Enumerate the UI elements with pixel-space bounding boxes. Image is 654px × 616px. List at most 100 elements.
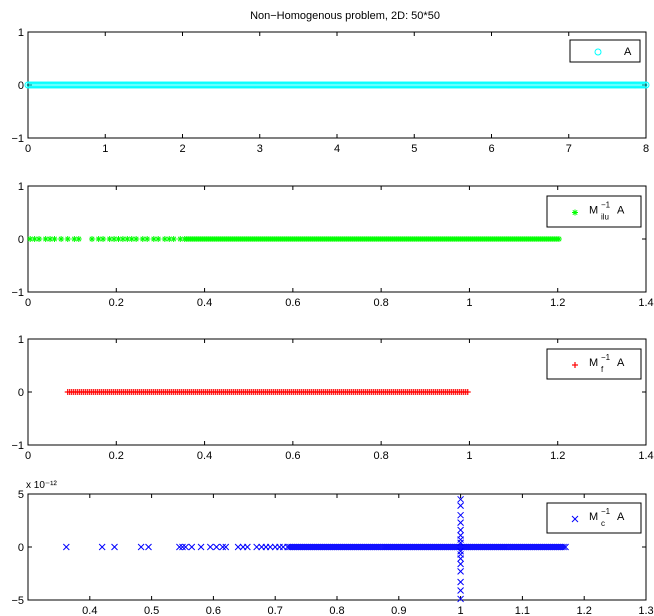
legend-label-subscript: c — [601, 519, 605, 528]
x-tick-label: 0.8 — [373, 450, 388, 462]
legend-box — [546, 502, 642, 534]
y-tick-label: 5 — [18, 489, 24, 501]
x-tick-label: 3 — [257, 143, 263, 155]
data-point — [144, 236, 151, 242]
legend-label-suffix: A — [617, 357, 625, 369]
x-tick-label: 1 — [466, 297, 472, 309]
legend-label-subscript: ilu — [601, 213, 609, 222]
data-series-dense — [24, 81, 650, 89]
x-tick-label: 0.6 — [206, 605, 221, 616]
x-tick-label: 1.4 — [638, 450, 653, 462]
x-tick-label: 0.7 — [268, 605, 283, 616]
data-point — [560, 543, 567, 551]
data-point — [555, 236, 562, 242]
x-tick-label: 2 — [179, 143, 185, 155]
y-tick-label: −1 — [11, 287, 24, 299]
x-tick-label: 0.4 — [197, 450, 212, 462]
data-point — [188, 543, 196, 551]
data-point — [457, 526, 464, 534]
data-point — [51, 236, 58, 242]
figure-title: Non−Homogenous problem, 2D: 50*50 — [250, 10, 440, 22]
y-tick-label: 1 — [18, 334, 24, 346]
data-point — [75, 236, 82, 242]
data-point — [222, 543, 230, 551]
legend-marker — [571, 515, 579, 523]
x-tick-label: 4 — [334, 143, 340, 155]
x-tick-label: 0.9 — [391, 605, 406, 616]
data-point — [457, 539, 464, 547]
data-point — [206, 543, 214, 551]
y-axis-multiplier: x 10⁻¹² — [26, 480, 58, 491]
x-tick-label: 1.2 — [550, 450, 565, 462]
x-tick-label: 0.2 — [109, 450, 124, 462]
data-point — [638, 81, 646, 89]
legend-label-superscript: −1 — [601, 353, 611, 362]
data-point — [457, 495, 464, 503]
data-point — [128, 236, 135, 242]
x-tick-label: 1 — [102, 143, 108, 155]
x-tick-label: 1.1 — [515, 605, 530, 616]
data-point — [266, 543, 274, 551]
data-point — [179, 543, 186, 551]
data-point — [98, 543, 106, 551]
legend-label: A — [624, 46, 632, 58]
x-tick-label: 0 — [25, 450, 31, 462]
legend: A — [569, 39, 641, 63]
data-point — [133, 236, 140, 242]
legend-box — [569, 39, 641, 63]
data-point — [457, 547, 464, 555]
data-point — [58, 236, 65, 242]
data-point — [89, 236, 96, 242]
data-point — [457, 568, 464, 575]
x-tick-label: 0.6 — [285, 297, 300, 309]
x-tick-label: 1.4 — [638, 297, 653, 309]
legend-box — [546, 195, 642, 228]
data-point — [182, 543, 189, 551]
legend-marker — [594, 48, 602, 56]
data-point — [457, 502, 464, 510]
data-point — [155, 236, 162, 242]
data-point — [47, 236, 54, 242]
x-tick-label: 5 — [411, 143, 417, 155]
data-point — [457, 511, 464, 519]
y-tick-label: 0 — [18, 80, 24, 92]
data-point — [642, 81, 650, 89]
data-point — [457, 536, 464, 543]
subplot-3: 0 0.2 0.4 0.6 0.8 1 1.2 1.4 −1 0 1 M −1fA — [11, 334, 653, 462]
data-point — [457, 595, 464, 603]
data-point — [457, 587, 464, 594]
data-point — [64, 236, 71, 242]
x-tick-label: 0 — [25, 297, 31, 309]
data-point — [457, 578, 464, 586]
legend-label: M — [589, 357, 598, 369]
data-series-dense — [183, 236, 562, 242]
data-point — [279, 543, 287, 551]
legend-label-superscript: −1 — [601, 507, 611, 516]
x-tick-label: 0.8 — [329, 605, 344, 616]
data-point — [234, 543, 242, 551]
data-point — [457, 519, 464, 526]
x-tick-label: 0.4 — [82, 605, 97, 616]
data-point — [464, 389, 471, 395]
data-point — [176, 543, 183, 551]
x-tick-label: 0.6 — [285, 450, 300, 462]
data-point — [181, 236, 188, 242]
x-tick-label: 6 — [488, 143, 494, 155]
x-tick-label: 1.2 — [577, 605, 592, 616]
x-tick-label: 0.4 — [197, 297, 212, 309]
data-point — [170, 236, 177, 242]
x-tick-label: 0 — [25, 143, 31, 155]
legend-label-suffix: A — [617, 511, 625, 523]
legend: M −1 f A — [546, 348, 642, 380]
data-point — [457, 555, 464, 563]
data-point — [62, 543, 70, 551]
x-tick-label: 1 — [466, 450, 472, 462]
x-tick-label: 1.2 — [550, 297, 565, 309]
y-tick-label: 0 — [18, 387, 24, 399]
legend-label: M — [589, 205, 598, 217]
x-tick-label: 8 — [643, 143, 649, 155]
